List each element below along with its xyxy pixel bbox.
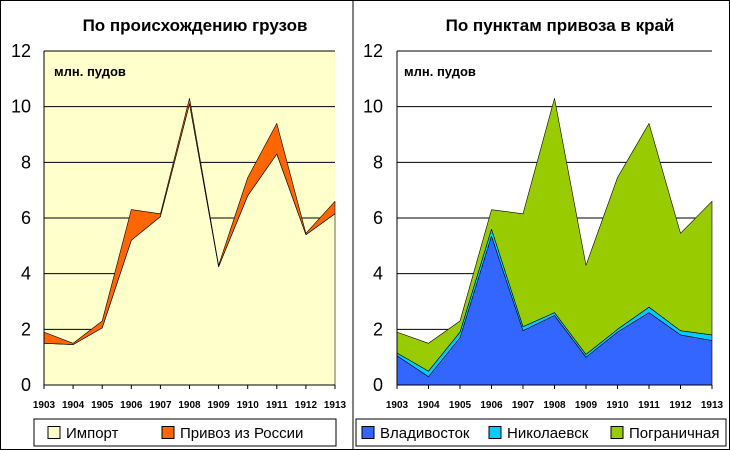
unit-label: млн. пудов <box>404 64 476 79</box>
chart-title: По происхождению грузов <box>83 16 308 35</box>
legend-box <box>355 418 727 447</box>
x-tick-label: 1905 <box>91 400 114 411</box>
chart-title: По пунктам привоза в край <box>446 16 675 35</box>
y-tick-label: 6 <box>21 208 31 228</box>
y-tick-label: 12 <box>11 41 31 61</box>
legend-label: Николаевск <box>507 425 589 442</box>
x-tick-label: 1910 <box>606 400 629 411</box>
x-tick-label: 1913 <box>701 400 724 411</box>
y-tick-label: 2 <box>21 319 31 339</box>
x-tick-label: 1913 <box>324 400 347 411</box>
y-tick-label: 10 <box>363 97 383 117</box>
x-tick-label: 1912 <box>295 400 318 411</box>
x-tick-label: 1908 <box>178 400 201 411</box>
y-tick-label: 4 <box>21 264 31 284</box>
x-tick-label: 1909 <box>207 400 230 411</box>
x-tick-label: 1904 <box>62 400 85 411</box>
chart-by-origin: По происхождению грузов 0 2 4 6 8 10 12 1903 190… <box>11 16 347 447</box>
x-tick-label: 1907 <box>149 400 172 411</box>
legend-swatch <box>361 426 375 439</box>
x-tick-label: 1903 <box>386 400 409 411</box>
x-tick-label: 1911 <box>266 400 288 411</box>
area-series-пограничная <box>396 98 713 372</box>
y-tick-label: 4 <box>373 264 383 284</box>
x-tick-label: 1909 <box>575 400 598 411</box>
x-tick-label: 1906 <box>120 400 143 411</box>
legend-swatch <box>161 426 175 439</box>
legend-swatch <box>47 426 61 439</box>
x-tick-label: 1912 <box>669 400 692 411</box>
legend: Владивосток Николаевск Пограничная <box>355 418 727 447</box>
y-tick-label: 12 <box>363 41 383 61</box>
legend: Импорт Привоз из России <box>33 418 337 447</box>
y-tick-label: 0 <box>373 375 383 395</box>
y-tick-label: 8 <box>21 152 31 172</box>
x-tick-label: 1903 <box>33 400 56 411</box>
unit-label: млн. пудов <box>54 64 126 79</box>
legend-label: Пограничная <box>629 425 720 442</box>
x-tick-label: 1906 <box>480 400 503 411</box>
x-tick-label: 1904 <box>417 400 440 411</box>
x-tick-label: 1907 <box>512 400 535 411</box>
legend-label: Привоз из России <box>180 425 303 442</box>
y-tick-label: 2 <box>373 319 383 339</box>
legend-box <box>33 418 337 447</box>
y-tick-label: 8 <box>373 152 383 172</box>
legend-swatch <box>610 426 624 439</box>
legend-swatch <box>488 426 502 439</box>
y-tick-label: 6 <box>373 208 383 228</box>
x-tick-label: 1911 <box>638 400 660 411</box>
y-tick-label: 0 <box>21 375 31 395</box>
legend-label: Импорт <box>66 425 119 442</box>
x-tick-label: 1908 <box>543 400 566 411</box>
x-tick-label: 1905 <box>449 400 472 411</box>
legend-label: Владивосток <box>380 425 470 442</box>
x-tick-label: 1910 <box>237 400 260 411</box>
y-tick-label: 10 <box>11 97 31 117</box>
area-series-привоз-из-россии <box>43 98 336 345</box>
chart-by-entry-point: По пунктам привоза в край 0 2 4 6 8 10 12 1903 1… <box>355 16 727 447</box>
